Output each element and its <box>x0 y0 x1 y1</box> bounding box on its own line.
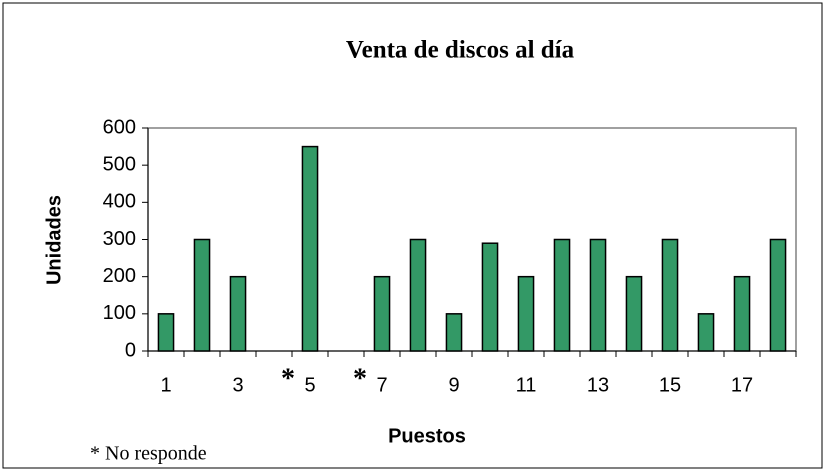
bar <box>229 275 247 352</box>
y-axis-label: Unidades <box>43 195 65 285</box>
x-tick-label: 13 <box>587 374 609 396</box>
x-tick-label: 5 <box>304 374 315 396</box>
bar <box>409 238 427 352</box>
bar <box>373 275 391 352</box>
y-tick-label: 600 <box>103 116 136 138</box>
y-tick-label: 400 <box>103 191 136 213</box>
bar <box>193 238 211 352</box>
y-tick-label: 500 <box>103 153 136 175</box>
bar <box>625 275 643 352</box>
x-tick-label: 11 <box>516 374 537 396</box>
bar <box>445 313 463 352</box>
x-tick-label: 3 <box>232 374 243 396</box>
bar <box>697 313 715 352</box>
bar <box>769 238 787 352</box>
x-tick-label: 15 <box>659 374 681 396</box>
y-tick-label: 100 <box>103 302 136 324</box>
no-response-mark: * <box>353 363 367 394</box>
bar <box>157 313 175 352</box>
x-tick-label: 7 <box>376 374 387 396</box>
x-tick-label: 1 <box>160 374 171 396</box>
no-response-mark: * <box>281 363 295 394</box>
bar <box>733 275 751 352</box>
x-axis-label: Puestos <box>388 425 466 447</box>
bar <box>481 242 499 352</box>
bar <box>661 238 679 352</box>
y-tick-label: 200 <box>103 265 136 287</box>
x-tick-label: 17 <box>731 374 753 396</box>
chart-title: Venta de discos al día <box>346 37 575 64</box>
y-tick-label: 0 <box>125 339 136 361</box>
bar <box>589 238 607 352</box>
y-tick-label: 300 <box>103 228 136 250</box>
bar <box>553 238 571 352</box>
x-tick-label: 9 <box>448 374 459 396</box>
bar <box>301 145 319 352</box>
footnote: * No responde <box>90 443 207 465</box>
bar <box>517 275 535 352</box>
